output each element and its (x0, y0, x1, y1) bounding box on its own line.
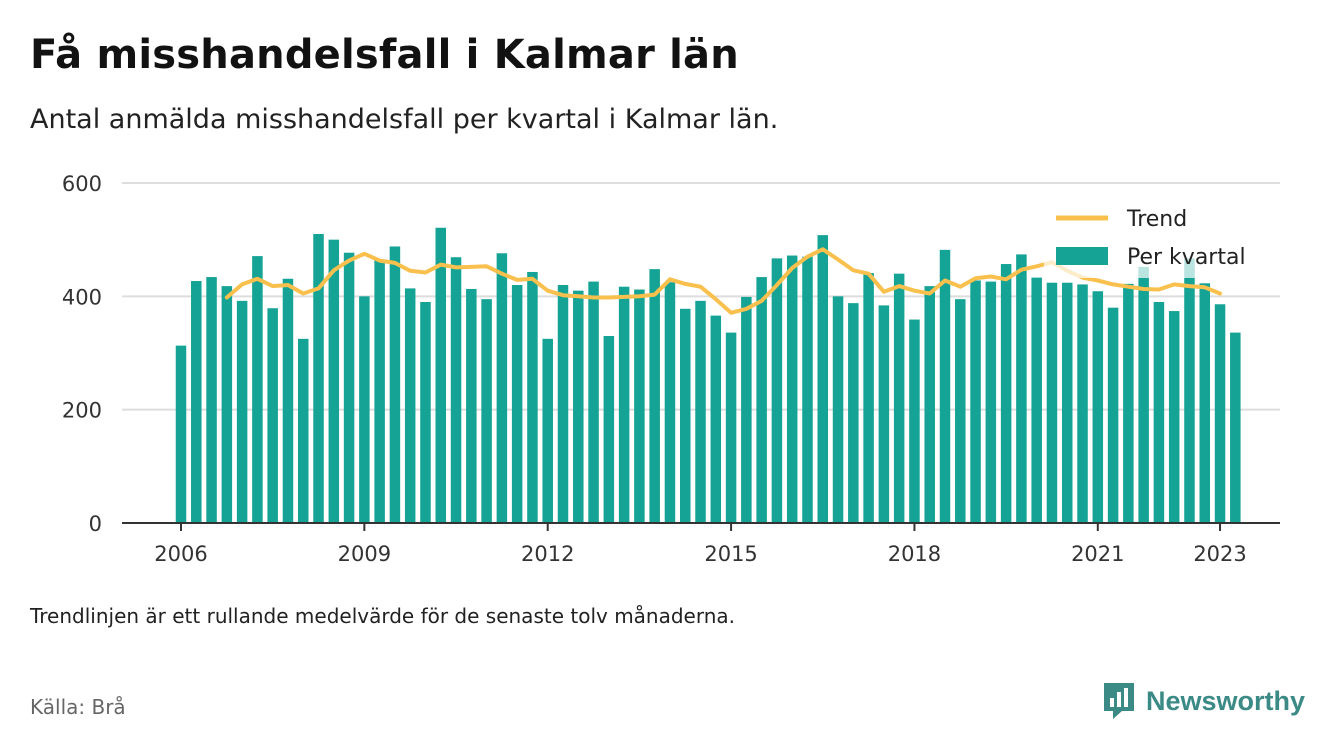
bar (1046, 282, 1058, 523)
brand-name: Newsworthy (1146, 685, 1306, 716)
bar (1077, 284, 1088, 523)
bar (985, 281, 997, 523)
bar (741, 296, 752, 523)
bar (893, 273, 905, 523)
x-tick-label: 2009 (338, 542, 391, 566)
bar (1230, 332, 1241, 523)
bar (802, 256, 813, 523)
bar (756, 277, 767, 523)
bar (389, 246, 401, 523)
bar (817, 235, 829, 523)
bar (511, 285, 523, 523)
bar (435, 227, 447, 523)
bar (909, 319, 920, 523)
y-tick-label: 0 (89, 512, 102, 536)
bar (771, 258, 783, 523)
bar (649, 269, 660, 523)
bar (542, 338, 553, 523)
bars (175, 227, 1241, 524)
bar (878, 305, 890, 523)
bar (603, 336, 615, 523)
bar (328, 239, 340, 523)
bar (924, 286, 935, 523)
bar (557, 285, 569, 523)
newsworthy-logo[interactable]: Newsworthy (1102, 681, 1305, 721)
source-note: Källa: Brå (30, 695, 126, 719)
footnote: Trendlinjen är ett rullande medelvärde f… (30, 604, 736, 628)
bar (1123, 283, 1134, 523)
bar (1184, 258, 1195, 523)
bar (725, 332, 737, 523)
bar (481, 299, 492, 523)
bar (618, 286, 630, 523)
bar (1016, 254, 1027, 523)
bar (832, 296, 844, 523)
bar (786, 255, 798, 524)
legend-bar-swatch (1056, 247, 1108, 265)
bar (420, 302, 431, 523)
bar (1153, 302, 1165, 523)
x-tick-label: 2023 (1193, 542, 1246, 566)
axes: 0 200 400 600 2006 2009 2012 2015 2018 2021 2023 (62, 172, 1280, 566)
bar (634, 289, 645, 523)
bar (343, 252, 355, 523)
bar-chart: 0 200 400 600 2006 2009 2012 2015 2018 2021 2023 T… (62, 172, 1280, 566)
newsworthy-logo-icon (1104, 683, 1134, 719)
bar (863, 273, 874, 523)
bar (267, 308, 278, 523)
bar (955, 299, 966, 523)
bar (496, 253, 508, 523)
bar (466, 288, 477, 523)
bar (374, 259, 385, 523)
bar (236, 300, 248, 523)
bar (1199, 283, 1211, 523)
chart-subtitle: Antal anmälda misshandelsfall per kvarta… (30, 104, 779, 135)
bar (848, 303, 859, 523)
x-tick-label: 2015 (704, 542, 757, 566)
x-tick-label: 2021 (1071, 542, 1124, 566)
bar (1092, 291, 1104, 523)
bar (939, 249, 951, 523)
bar (252, 256, 263, 523)
x-tick-label: 2012 (521, 542, 574, 566)
bar (191, 281, 202, 523)
bar (573, 290, 584, 523)
y-tick-label: 600 (62, 172, 102, 196)
bar (404, 288, 416, 523)
x-tick-label: 2006 (154, 542, 207, 566)
bar (679, 308, 691, 523)
bar (282, 278, 294, 523)
bar (221, 286, 233, 523)
bar (1214, 304, 1226, 523)
bar (297, 338, 309, 523)
bar (1107, 307, 1119, 523)
bar (1031, 277, 1042, 523)
bar (970, 280, 981, 523)
bar (206, 277, 217, 523)
bar (588, 281, 599, 523)
bar (1061, 282, 1073, 523)
bar (359, 296, 370, 523)
legend-label-trend: Trend (1126, 207, 1187, 232)
y-tick-label: 200 (62, 399, 102, 423)
bar (1000, 264, 1012, 523)
y-tick-label: 400 (62, 285, 102, 309)
bar (527, 271, 538, 523)
bar (695, 300, 706, 523)
chart-title: Få misshandelsfall i Kalmar län (30, 32, 739, 78)
bar (1138, 266, 1149, 523)
bar (313, 234, 324, 523)
bar (175, 345, 187, 523)
bar (710, 315, 722, 523)
x-tick-label: 2018 (888, 542, 941, 566)
legend-label-per-kvartal: Per kvartal (1127, 245, 1246, 270)
bar (450, 257, 462, 523)
bar (1168, 311, 1180, 523)
bar (664, 282, 676, 523)
legend: Trend Per kvartal (1044, 200, 1264, 278)
